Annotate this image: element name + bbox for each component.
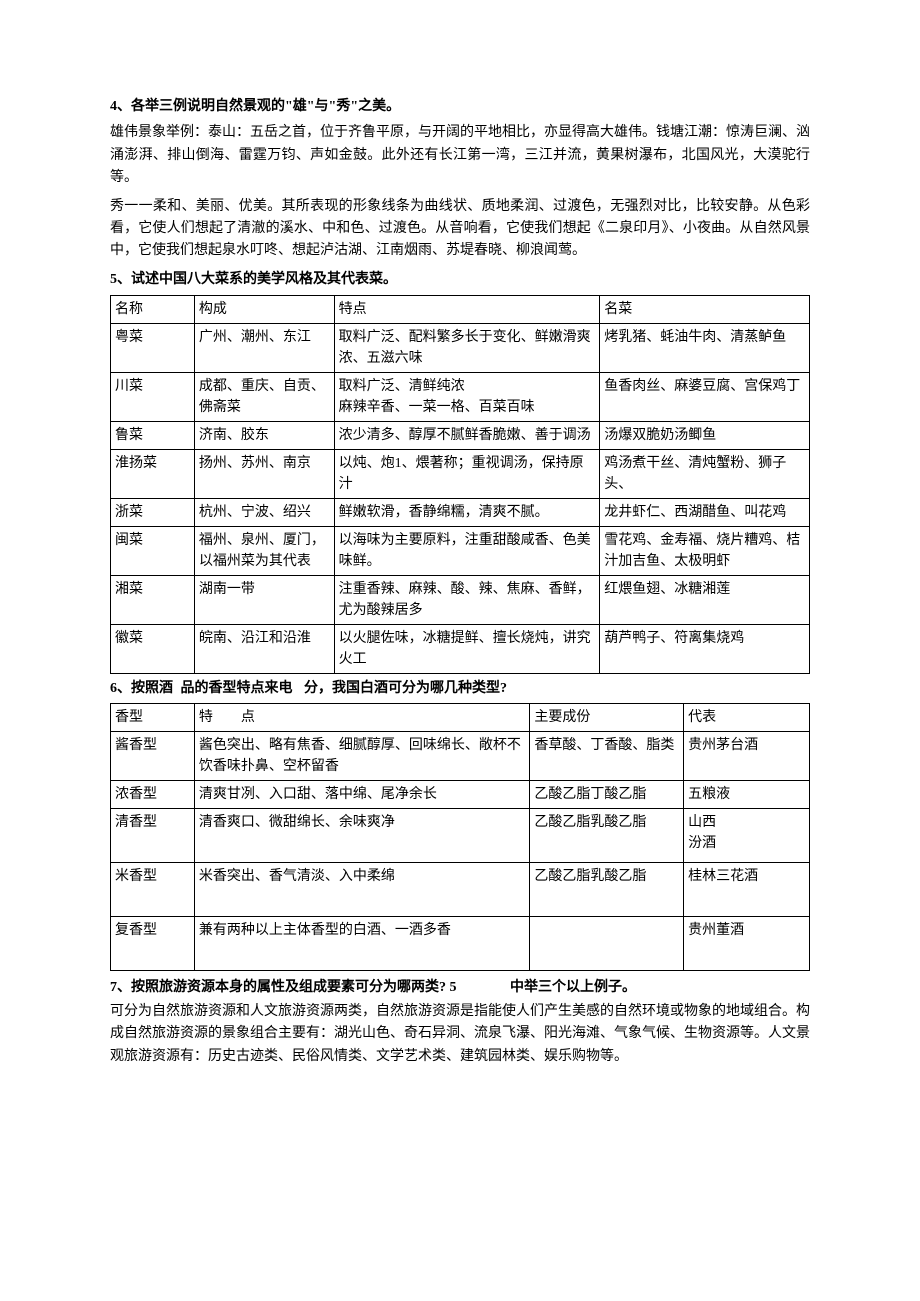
table-cell: 以火腿佐味，冰糖提鲜、擅长烧炖，讲究火工 xyxy=(334,625,600,674)
table-cell: 扬州、苏州、南京 xyxy=(194,450,334,499)
table-cell: 鲁菜 xyxy=(111,422,195,450)
table-row: 复香型兼有两种以上主体香型的白酒、一酒多香 贵州董酒 xyxy=(111,916,810,970)
table-row: 湘菜湖南一带注重香辣、麻辣、酸、辣、焦麻、香鲜，尤为酸辣居多红煨鱼翅、冰糖湘莲 xyxy=(111,576,810,625)
q6-heading-part-2: 品的香型特点来电 xyxy=(181,681,293,696)
table-cell: 兼有两种以上主体香型的白酒、一酒多香 xyxy=(194,916,530,970)
table-cell: 贵州董酒 xyxy=(684,916,810,970)
table-cell: 烤乳猪、蚝油牛肉、清蒸鲈鱼 xyxy=(600,324,810,373)
table-cell: 米香型 xyxy=(111,862,195,916)
table-row: 徽菜皖南、沿江和沿淮以火腿佐味，冰糖提鲜、擅长烧炖，讲究火工葫芦鸭子、符离集烧鸡 xyxy=(111,625,810,674)
table-cell: 徽菜 xyxy=(111,625,195,674)
table-row: 浙菜杭州、宁波、绍兴鲜嫩软滑，香静绵糯，清爽不腻。龙井虾仁、西湖醋鱼、叫花鸡 xyxy=(111,499,810,527)
table-cell: 成都、重庆、自贡、佛斋菜 xyxy=(194,373,334,422)
q6-table: 香型特 点主要成份代表酱香型酱色突出、略有焦香、细腻醇厚、回味绵长、敞杯不饮香味… xyxy=(110,703,810,971)
table-header-cell: 香型 xyxy=(111,703,195,731)
table-cell xyxy=(530,916,684,970)
table-cell: 乙酸乙脂丁酸乙脂 xyxy=(530,780,684,808)
table-row: 清香型清香爽口、微甜绵长、余味爽净乙酸乙脂乳酸乙脂山西汾酒 xyxy=(111,808,810,862)
table-row: 酱香型酱色突出、略有焦香、细腻醇厚、回味绵长、敞杯不饮香味扑鼻、空杯留香香草酸、… xyxy=(111,731,810,780)
q7-heading-part-2: 中举三个以上例子。 xyxy=(510,980,636,995)
table-cell: 注重香辣、麻辣、酸、辣、焦麻、香鲜，尤为酸辣居多 xyxy=(334,576,600,625)
table-cell: 龙井虾仁、西湖醋鱼、叫花鸡 xyxy=(600,499,810,527)
table-cell: 广州、潮州、东江 xyxy=(194,324,334,373)
q6-heading-part-3: 分，我国白酒可分为哪几种类型? xyxy=(304,681,507,696)
table-header-cell: 特点 xyxy=(334,296,600,324)
table-cell: 葫芦鸭子、符离集烧鸡 xyxy=(600,625,810,674)
q5-heading: 5、试述中国八大菜系的美学风格及其代表菜。 xyxy=(110,269,810,291)
table-cell: 鱼香肉丝、麻婆豆腐、宫保鸡丁 xyxy=(600,373,810,422)
table-row: 鲁菜济南、胶东浓少清多、醇厚不腻鲜香脆嫩、善于调汤汤爆双脆奶汤鲫鱼 xyxy=(111,422,810,450)
table-cell: 鸡汤煮干丝、清炖蟹粉、狮子头、 xyxy=(600,450,810,499)
table-cell: 红煨鱼翅、冰糖湘莲 xyxy=(600,576,810,625)
table-cell: 鲜嫩软滑，香静绵糯，清爽不腻。 xyxy=(334,499,600,527)
table-cell: 浓香型 xyxy=(111,780,195,808)
table-header-cell: 名菜 xyxy=(600,296,810,324)
table-cell: 米香突出、香气清淡、入中柔绵 xyxy=(194,862,530,916)
table-cell: 皖南、沿江和沿淮 xyxy=(194,625,334,674)
table-cell: 杭州、宁波、绍兴 xyxy=(194,499,334,527)
q7-paragraph-1: 可分为自然旅游资源和人文旅游资源两类，自然旅游资源是指能使人们产生美感的自然环境… xyxy=(110,1001,810,1068)
table-header-row: 香型特 点主要成份代表 xyxy=(111,703,810,731)
table-cell: 贵州茅台酒 xyxy=(684,731,810,780)
q4-paragraph-2: 秀一一柔和、美丽、优美。其所表现的形象线条为曲线状、质地柔润、过渡色，无强烈对比… xyxy=(110,196,810,263)
table-cell: 清香爽口、微甜绵长、余味爽净 xyxy=(194,808,530,862)
table-cell: 以炖、炮1、煨著称；重视调汤，保持原汁 xyxy=(334,450,600,499)
table-cell: 取料广泛、清鲜纯浓麻辣辛香、一菜一格、百菜百味 xyxy=(334,373,600,422)
table-cell: 乙酸乙脂乳酸乙脂 xyxy=(530,862,684,916)
table-cell: 福州、泉州、厦门，以福州菜为其代表 xyxy=(194,527,334,576)
table-cell: 五粮液 xyxy=(684,780,810,808)
table-row: 川菜成都、重庆、自贡、佛斋菜取料广泛、清鲜纯浓麻辣辛香、一菜一格、百菜百味鱼香肉… xyxy=(111,373,810,422)
q5-table: 名称构成特点名菜粤菜广州、潮州、东江取料广泛、配料繁多长于变化、鲜嫩滑爽浓、五滋… xyxy=(110,295,810,674)
table-header-row: 名称构成特点名菜 xyxy=(111,296,810,324)
table-cell: 粤菜 xyxy=(111,324,195,373)
table-header-cell: 代表 xyxy=(684,703,810,731)
table-cell: 湖南一带 xyxy=(194,576,334,625)
q7-heading: 7、按照旅游资源本身的属性及组成要素可分为哪两类? 5 中举三个以上例子。 xyxy=(110,977,810,999)
table-cell: 汤爆双脆奶汤鲫鱼 xyxy=(600,422,810,450)
q7-heading-part-1: 7、按照旅游资源本身的属性及组成要素可分为哪两类? 5 xyxy=(110,980,457,995)
table-cell: 酱香型 xyxy=(111,731,195,780)
table-cell: 酱色突出、略有焦香、细腻醇厚、回味绵长、敞杯不饮香味扑鼻、空杯留香 xyxy=(194,731,530,780)
table-cell: 清香型 xyxy=(111,808,195,862)
table-cell: 闽菜 xyxy=(111,527,195,576)
table-header-cell: 名称 xyxy=(111,296,195,324)
table-cell: 浙菜 xyxy=(111,499,195,527)
q4-paragraph-1: 雄伟景象举例：泰山：五岳之首，位于齐鲁平原，与开阔的平地相比，亦显得高大雄伟。钱… xyxy=(110,122,810,189)
table-header-cell: 构成 xyxy=(194,296,334,324)
table-cell: 浓少清多、醇厚不腻鲜香脆嫩、善于调汤 xyxy=(334,422,600,450)
table-cell: 复香型 xyxy=(111,916,195,970)
q4-heading: 4、各举三例说明自然景观的"雄"与"秀"之美。 xyxy=(110,96,810,118)
table-cell: 湘菜 xyxy=(111,576,195,625)
table-cell: 济南、胶东 xyxy=(194,422,334,450)
table-header-cell: 主要成份 xyxy=(530,703,684,731)
table-cell: 取料广泛、配料繁多长于变化、鲜嫩滑爽浓、五滋六味 xyxy=(334,324,600,373)
table-cell: 乙酸乙脂乳酸乙脂 xyxy=(530,808,684,862)
table-cell: 山西汾酒 xyxy=(684,808,810,862)
table-row: 闽菜福州、泉州、厦门，以福州菜为其代表以海味为主要原料，注重甜酸咸香、色美味鲜。… xyxy=(111,527,810,576)
table-row: 淮扬菜扬州、苏州、南京以炖、炮1、煨著称；重视调汤，保持原汁鸡汤煮干丝、清炖蟹粉… xyxy=(111,450,810,499)
table-cell: 雪花鸡、金寿福、烧片糟鸡、桔汁加吉鱼、太极明虾 xyxy=(600,527,810,576)
table-row: 米香型米香突出、香气清淡、入中柔绵乙酸乙脂乳酸乙脂桂林三花酒 xyxy=(111,862,810,916)
table-cell: 桂林三花酒 xyxy=(684,862,810,916)
table-row: 浓香型清爽甘冽、入口甜、落中绵、尾净余长乙酸乙脂丁酸乙脂五粮液 xyxy=(111,780,810,808)
table-header-cell: 特 点 xyxy=(194,703,530,731)
table-row: 粤菜广州、潮州、东江取料广泛、配料繁多长于变化、鲜嫩滑爽浓、五滋六味烤乳猪、蚝油… xyxy=(111,324,810,373)
table-cell: 以海味为主要原料，注重甜酸咸香、色美味鲜。 xyxy=(334,527,600,576)
table-cell: 清爽甘冽、入口甜、落中绵、尾净余长 xyxy=(194,780,530,808)
table-cell: 川菜 xyxy=(111,373,195,422)
table-cell: 香草酸、丁香酸、脂类 xyxy=(530,731,684,780)
table-cell: 淮扬菜 xyxy=(111,450,195,499)
q6-heading-part-1: 6、按照酒 xyxy=(110,681,173,696)
q6-heading: 6、按照酒 品的香型特点来电 分，我国白酒可分为哪几种类型? xyxy=(110,678,810,700)
